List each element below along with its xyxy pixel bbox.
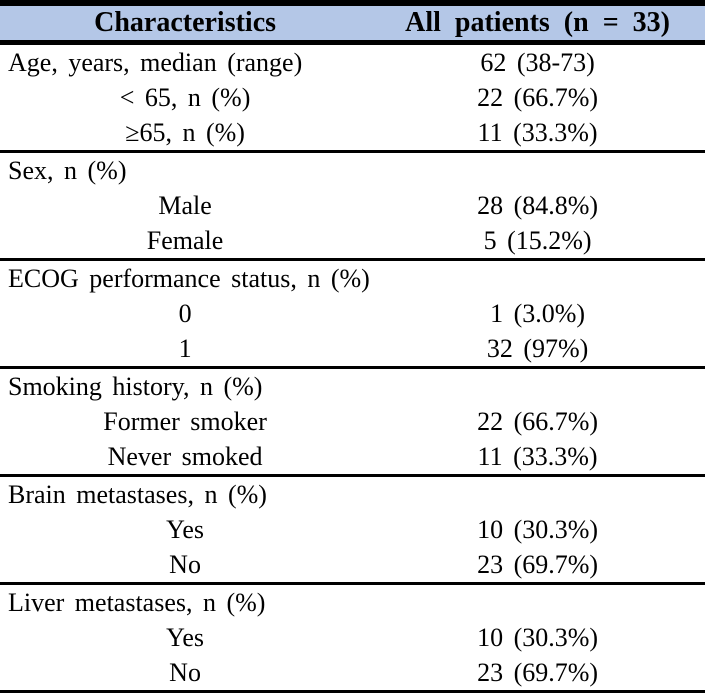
characteristic-label-cell: Smoking history, n (%): [8, 372, 263, 401]
characteristic-label-cell: < 65, n (%): [119, 83, 251, 112]
table-row-sex-male: Male 28 (84.8%): [0, 188, 705, 223]
characteristic-label-cell: Never smoked: [0, 439, 371, 477]
table-row-brain-mets-no: No 23 (69.7%): [0, 547, 705, 585]
characteristic-label-cell: Yes: [166, 515, 204, 544]
characteristic-label-cell: No: [0, 655, 371, 693]
table-row-sex: Sex, n (%): [0, 152, 705, 189]
characteristic-label-cell: Liver metastases, n (%): [8, 588, 266, 617]
table-row-ecog-0: 0 1 (3.0%): [0, 296, 705, 331]
value-cell: 1 (3.0%): [490, 299, 586, 328]
characteristic-label-cell: Former smoker: [103, 407, 267, 436]
all-patients-header-cell: All patients (n = 33): [370, 3, 705, 45]
value-cell: 11 (33.3%): [370, 439, 705, 477]
table-row-liver-mets-yes: Yes 10 (30.3%): [0, 620, 705, 655]
characteristic-label-cell: Male: [158, 191, 212, 220]
value-cell: 32 (97%): [370, 331, 705, 369]
value-cell: 62 (38-73): [480, 48, 595, 77]
table-row-age-under65: < 65, n (%) 22 (66.7%): [0, 80, 705, 115]
characteristics-header-cell: Characteristics: [0, 3, 371, 45]
table-row-smoking: Smoking history, n (%): [0, 368, 705, 405]
table-row-smoking-never: Never smoked 11 (33.3%): [0, 439, 705, 477]
table-row-brain-mets-yes: Yes 10 (30.3%): [0, 512, 705, 547]
characteristic-label-cell: 0: [178, 299, 192, 328]
value-cell: [370, 152, 705, 189]
characteristic-label-cell: Brain metastases, n (%): [8, 480, 267, 509]
characteristic-label-cell: Age, years, median (range): [8, 48, 303, 77]
table-header-row: Characteristics All patients (n = 33): [0, 3, 705, 45]
value-cell: 23 (69.7%): [370, 547, 705, 585]
value-cell: 10 (30.3%): [477, 623, 599, 652]
value-cell: 5 (15.2%): [370, 223, 705, 261]
characteristic-label-cell: Sex, n (%): [8, 156, 127, 185]
characteristic-label-cell: ≥65, n (%): [0, 115, 371, 153]
value-cell: [370, 368, 705, 405]
value-cell: [370, 584, 705, 621]
value-cell: [370, 260, 705, 297]
value-cell: 28 (84.8%): [477, 191, 599, 220]
value-cell: [370, 476, 705, 513]
characteristic-label-cell: Yes: [166, 623, 204, 652]
table-row-ecog: ECOG performance status, n (%): [0, 260, 705, 297]
characteristic-label-cell: No: [0, 547, 371, 585]
table-row-age-over65: ≥65, n (%) 11 (33.3%): [0, 115, 705, 153]
table-row-brain-mets: Brain metastases, n (%): [0, 476, 705, 513]
table-row-sex-female: Female 5 (15.2%): [0, 223, 705, 261]
value-cell: 22 (66.7%): [477, 83, 599, 112]
characteristic-label-cell: ECOG performance status, n (%): [8, 264, 370, 293]
table-row-ecog-1: 1 32 (97%): [0, 331, 705, 369]
value-cell: 22 (66.7%): [477, 407, 599, 436]
value-cell: 11 (33.3%): [370, 115, 705, 153]
table-row-age: Age, years, median (range) 62 (38-73): [0, 43, 705, 81]
characteristic-label-cell: 1: [0, 331, 371, 369]
table-row-smoking-former: Former smoker 22 (66.7%): [0, 404, 705, 439]
value-cell: 23 (69.7%): [370, 655, 705, 693]
characteristic-label-cell: Female: [0, 223, 371, 261]
value-cell: 10 (30.3%): [477, 515, 599, 544]
table-row-liver-mets: Liver metastases, n (%): [0, 584, 705, 621]
table-row-liver-mets-no: No 23 (69.7%): [0, 655, 705, 693]
